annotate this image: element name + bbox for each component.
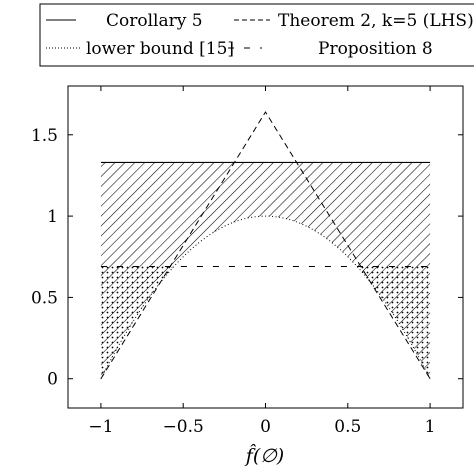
legend-label-corollary-5: Corollary 5 <box>106 11 203 31</box>
x-tick-label: 0 <box>260 417 271 437</box>
y-tick-label: 1 <box>47 207 58 227</box>
series-line-2 <box>100 215 431 379</box>
legend-label-lower-bound: lower bound [15] <box>86 39 234 59</box>
y-tick-label: 1.5 <box>31 126 58 146</box>
x-tick-label: 1 <box>425 417 436 437</box>
y-axis: 0 0.5 1 1.5 <box>31 126 463 390</box>
x-tick-label: 0.5 <box>334 417 361 437</box>
series-lines <box>100 111 431 379</box>
legend-frame <box>39 3 474 67</box>
hatched-region <box>100 162 431 379</box>
dotted-region <box>100 266 431 379</box>
shaded-regions <box>100 162 431 379</box>
legend-label-theorem-2: Theorem 2, k=5 (LHS) <box>278 11 474 31</box>
y-tick-label: 0 <box>47 370 58 390</box>
x-tick-label: −0.5 <box>163 417 204 437</box>
x-axis-title: f̂(∅) <box>244 444 284 467</box>
legend: Corollary 5 Theorem 2, k=5 (LHS) lower b… <box>39 3 474 67</box>
series-line-1 <box>100 111 431 379</box>
y-tick-label: 0.5 <box>31 288 58 308</box>
x-axis: −1 −0.5 0 0.5 1 <box>88 86 435 437</box>
legend-label-proposition-8: Proposition 8 <box>318 39 433 59</box>
x-tick-label: −1 <box>88 417 113 437</box>
